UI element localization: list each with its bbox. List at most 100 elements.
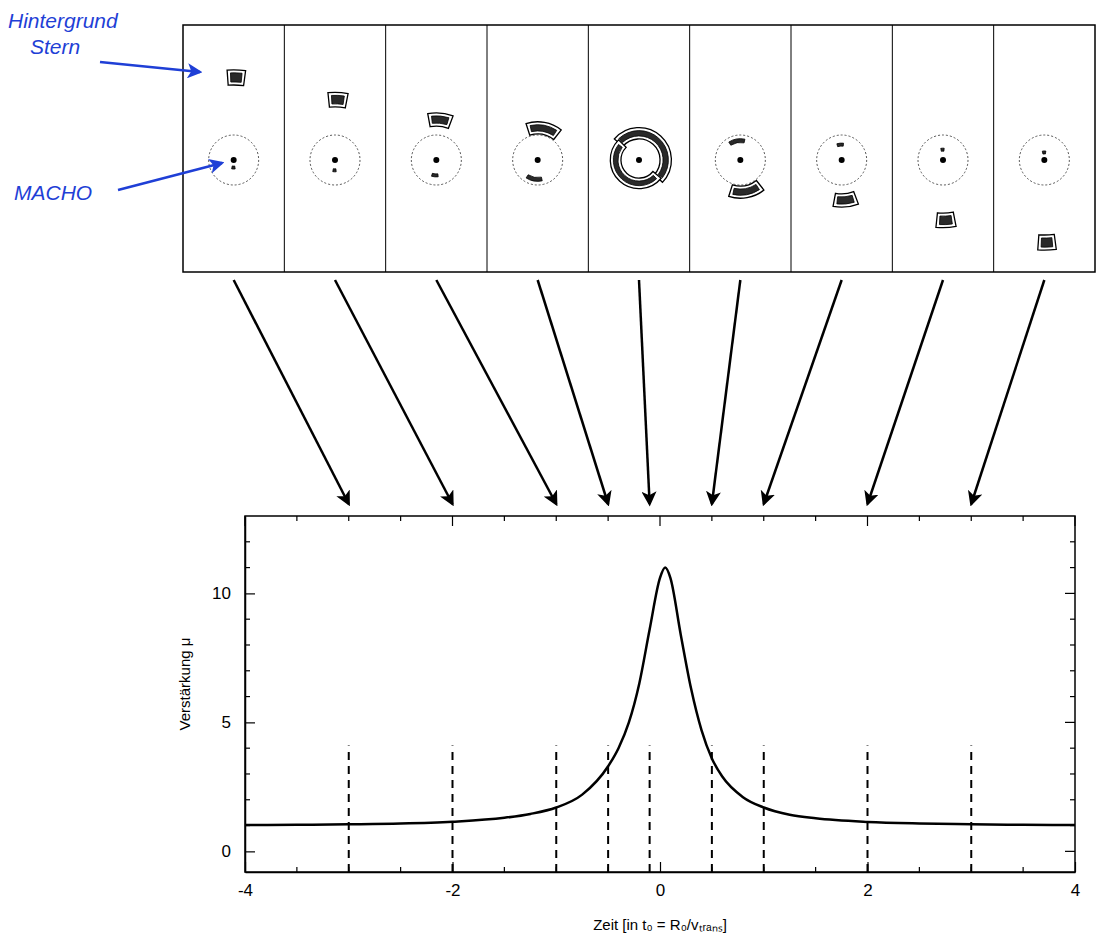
- y-tick-mark: [245, 722, 255, 723]
- counter-image: [526, 175, 542, 182]
- image-core: [230, 73, 242, 83]
- image-core: [331, 95, 344, 104]
- image-core: [939, 216, 952, 225]
- minor-tick: [348, 516, 349, 521]
- counter-image: [333, 169, 336, 172]
- einstein-ring: [411, 135, 461, 185]
- x-tick-mark: [1075, 862, 1076, 872]
- counter-image: [232, 166, 236, 169]
- lens-macho: [535, 157, 541, 163]
- panel-divider: [993, 25, 994, 272]
- image-core: [333, 169, 336, 172]
- snapshot-time-marker: [867, 746, 869, 872]
- snapshot-panel: [610, 128, 671, 189]
- image-contour: [833, 192, 858, 207]
- y-axis-line: [245, 517, 247, 873]
- x-tick: 4: [1071, 862, 1080, 900]
- y-tick-label: 0: [222, 842, 231, 861]
- minor-tick: [919, 516, 920, 521]
- minor-tick: [1023, 867, 1024, 872]
- snapshot-panel: [411, 113, 461, 185]
- annotation-arrow: [118, 163, 222, 190]
- x-tick-mark: [660, 862, 661, 872]
- x-tick-label: 0: [656, 881, 665, 900]
- snapshot-arrow: [335, 280, 453, 504]
- minor-tick: [1070, 670, 1075, 671]
- minor-tick: [971, 516, 972, 521]
- image-core: [232, 166, 236, 169]
- y-tick-label: 10: [212, 584, 231, 603]
- snapshot-arrow: [868, 280, 944, 504]
- minor-tick: [1023, 516, 1024, 521]
- image-core: [1041, 238, 1053, 248]
- image-core: [837, 143, 844, 147]
- source-image: [936, 212, 956, 228]
- snapshot-panel: [715, 135, 765, 198]
- source-image: [526, 122, 561, 140]
- source-image: [833, 192, 858, 207]
- snapshot-arrow: [436, 280, 556, 504]
- lens-macho: [332, 157, 338, 163]
- tick-right: [1065, 851, 1075, 852]
- image-core: [733, 184, 760, 195]
- tick-right: [1065, 593, 1075, 594]
- snapshot-arrow: [764, 280, 842, 504]
- image-core: [432, 116, 449, 125]
- annotation-text: MACHO: [14, 181, 92, 204]
- minor-tick: [608, 516, 609, 521]
- y-tick: 5: [222, 713, 255, 732]
- lens-macho: [433, 157, 439, 163]
- snapshot-arrow: [971, 280, 1044, 504]
- source-image: [729, 180, 764, 198]
- einstein-ring: [1019, 135, 1069, 185]
- counter-image: [941, 148, 944, 151]
- tick-top: [659, 516, 660, 526]
- counter-image: [432, 173, 439, 177]
- panel-divider: [791, 25, 792, 272]
- snapshot-panel: [209, 70, 259, 185]
- einstein-ring: [513, 135, 563, 185]
- minor-tick: [296, 867, 297, 872]
- panel-divider: [487, 25, 488, 272]
- image-core: [530, 125, 557, 136]
- image-core: [619, 131, 669, 178]
- light-curve: [245, 568, 1075, 825]
- y-tick: 0: [222, 842, 255, 861]
- minor-tick: [1070, 567, 1075, 568]
- y-axis: 0 5 10: [212, 517, 255, 873]
- minor-tick: [1070, 644, 1075, 645]
- minor-tick: [504, 867, 505, 872]
- image-contour: [328, 92, 348, 108]
- einstein-ring: [715, 135, 765, 185]
- snapshot-time-marker: [649, 746, 651, 872]
- source-image: [428, 113, 453, 128]
- snapshot-time-marker: [711, 746, 713, 872]
- x-axis: -4-2024: [238, 862, 1080, 900]
- einstein-ring: [209, 135, 259, 185]
- source-image: [1038, 234, 1057, 250]
- snapshot-frame: [183, 25, 1095, 272]
- einstein-ring: [918, 135, 968, 185]
- snapshot-time-marker: [970, 746, 972, 872]
- snapshot-arrow: [234, 280, 349, 504]
- minor-tick: [1070, 799, 1075, 800]
- minor-tick: [400, 867, 401, 872]
- image-contour: [610, 140, 661, 189]
- image-contour: [729, 180, 764, 198]
- panel-divider: [385, 25, 386, 272]
- einstein-ring: [817, 135, 867, 185]
- tick-top: [452, 516, 453, 526]
- y-tick: 10: [212, 584, 255, 603]
- y-tick-mark: [245, 851, 255, 852]
- einstein-ring: [310, 135, 360, 185]
- minor-tick: [1070, 541, 1075, 542]
- x-tick-label: -2: [445, 881, 460, 900]
- snapshot-arrow: [712, 280, 740, 504]
- image-core: [837, 195, 854, 204]
- annotation-text: Stern: [30, 35, 80, 58]
- minor-tick: [919, 867, 920, 872]
- minor-tick: [763, 516, 764, 521]
- x-axis-title: Zeit [in t₀ = R₀/vₜᵣₐₙₛ]: [593, 916, 727, 933]
- minor-tick: [815, 867, 816, 872]
- figure: HintergrundSternMACHO-4-20240510Zeit [in…: [0, 0, 1103, 945]
